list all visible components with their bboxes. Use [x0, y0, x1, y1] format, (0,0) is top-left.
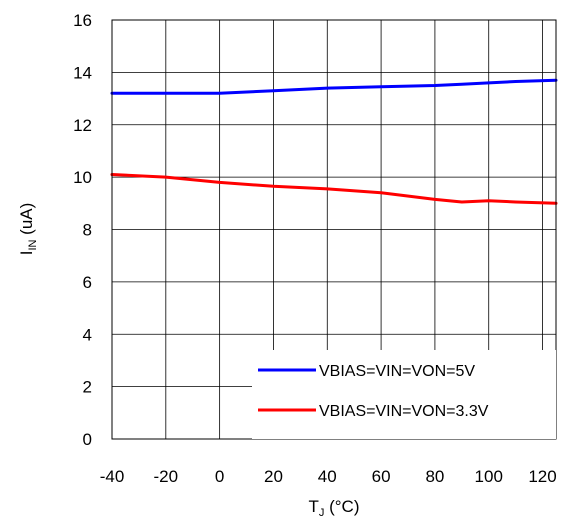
y-axis-title-rest: (uA)	[17, 203, 36, 240]
y-tick-label: 12	[73, 116, 92, 135]
x-axis-title-rest: (°C)	[324, 497, 359, 516]
series-layer	[110, 78, 558, 205]
y-tick-label: 14	[73, 63, 92, 82]
y-tick-label: 4	[83, 325, 92, 344]
x-axis-title: TJ (°C)	[308, 497, 359, 519]
x-tick-label: 40	[318, 467, 337, 486]
y-tick-label: 8	[83, 221, 92, 240]
x-tick-label: 100	[475, 467, 503, 486]
x-tick-label: -20	[154, 467, 179, 486]
legend-label-5v: VBIAS=VIN=VON=5V	[319, 363, 475, 380]
x-tick-label: 20	[264, 467, 283, 486]
series-line-1	[110, 173, 558, 205]
legend: VBIAS=VIN=VON=5V VBIAS=VIN=VON=3.3V	[252, 350, 556, 439]
y-axis-title-main: I	[17, 251, 36, 256]
x-tick-label: 0	[215, 467, 224, 486]
x-axis-title-main: T	[308, 497, 318, 516]
x-tick-labels: -40 -20 0 20 40 60 80 100 120	[100, 467, 557, 486]
y-axis-title: IIN (uA)	[17, 203, 39, 256]
legend-box	[252, 350, 556, 439]
x-tick-label: 120	[528, 467, 556, 486]
y-tick-label: 6	[83, 273, 92, 292]
y-axis-title-sub: IN	[27, 239, 39, 250]
legend-label-3v3: VBIAS=VIN=VON=3.3V	[319, 403, 489, 420]
x-axis-title-sub: J	[319, 507, 325, 519]
y-tick-label: 2	[83, 378, 92, 397]
y-tick-label: 0	[83, 430, 92, 449]
y-tick-labels: 0 2 4 6 8 10 12 14 16	[73, 11, 92, 449]
y-tick-label: 16	[73, 11, 92, 30]
x-tick-label: 60	[372, 467, 391, 486]
x-tick-label: -40	[100, 467, 125, 486]
y-tick-label: 10	[73, 168, 92, 187]
x-tick-label: 80	[425, 467, 444, 486]
series-line-0	[110, 78, 558, 95]
